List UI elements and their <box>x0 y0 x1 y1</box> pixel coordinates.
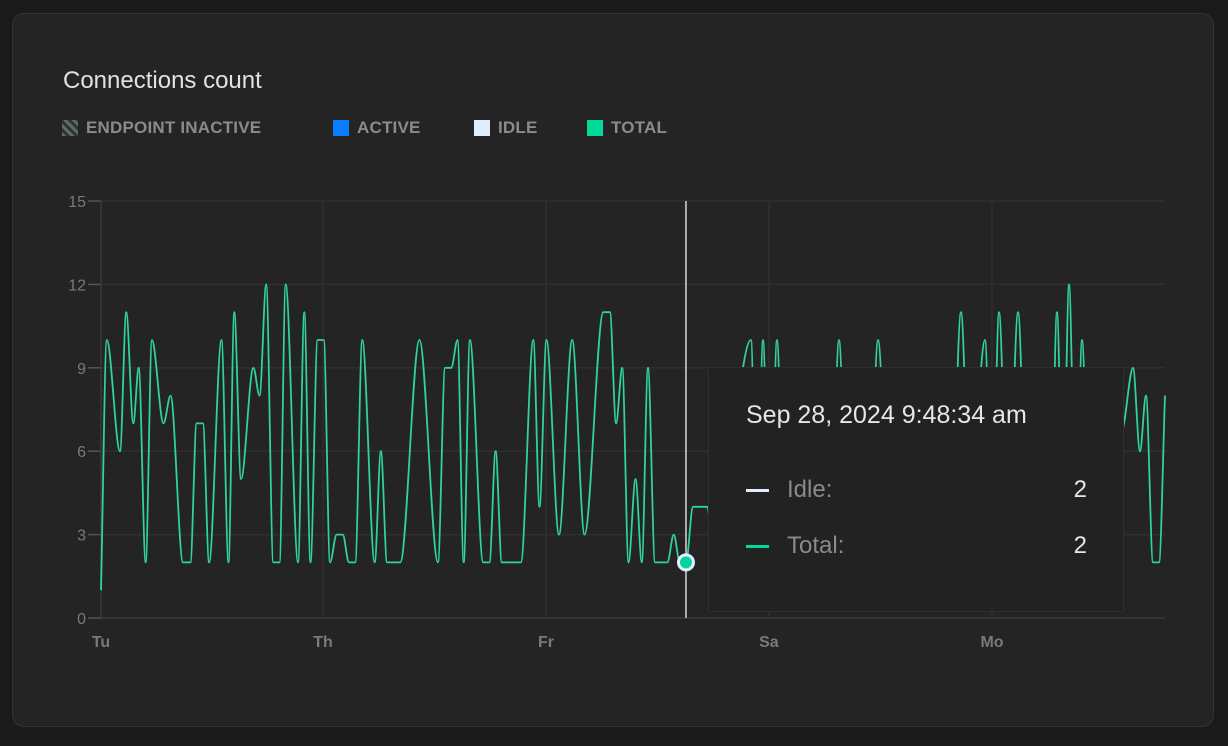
y-tick-label: 9 <box>77 361 86 378</box>
y-tick-label: 15 <box>68 194 86 211</box>
y-tick-label: 6 <box>77 444 86 461</box>
legend-item-total[interactable]: TOTAL <box>587 118 667 138</box>
hatched-swatch-icon <box>62 120 78 136</box>
idle-line-icon <box>746 488 769 492</box>
tooltip-date: Sep 28, 2024 9:48:34 am <box>746 401 1027 429</box>
legend-item-active[interactable]: ACTIVE <box>333 118 421 138</box>
total-line-icon <box>746 544 769 548</box>
active-swatch-icon <box>333 120 349 136</box>
legend-label: TOTAL <box>611 118 668 137</box>
hover-point-marker <box>676 553 695 572</box>
tooltip-row-total: Total: 2 <box>746 531 1087 561</box>
legend-label: ENDPOINT INACTIVE <box>86 118 262 137</box>
x-tick-label: Mo <box>980 634 1003 651</box>
legend-item-endpoint-inactive[interactable]: ENDPOINT INACTIVE <box>62 118 261 138</box>
chart-title: Connections count <box>63 67 262 94</box>
idle-swatch-icon <box>474 120 490 136</box>
tooltip-label: Total: <box>787 532 845 559</box>
y-tick-label: 0 <box>77 611 86 628</box>
legend-label: IDLE <box>498 118 538 137</box>
x-tick-label: Sa <box>759 634 779 651</box>
y-tick-label: 3 <box>77 528 86 545</box>
x-tick-label: Fr <box>538 634 554 651</box>
tooltip-value: 2 <box>1073 476 1087 503</box>
total-series-line <box>100 283 1166 591</box>
y-tick-label: 12 <box>68 277 86 294</box>
x-tick-label: Tu <box>92 634 110 651</box>
legend-item-idle[interactable]: IDLE <box>474 118 538 138</box>
tooltip-label: Idle: <box>787 476 833 503</box>
total-swatch-icon <box>587 120 603 136</box>
legend-label: ACTIVE <box>357 118 421 137</box>
tooltip-row-idle: Idle: 2 <box>746 475 1087 505</box>
tooltip-value: 2 <box>1073 532 1087 559</box>
hover-tooltip: Sep 28, 2024 9:48:34 am Idle: 2 Total: 2 <box>708 367 1124 612</box>
x-tick-label: Th <box>313 634 333 651</box>
